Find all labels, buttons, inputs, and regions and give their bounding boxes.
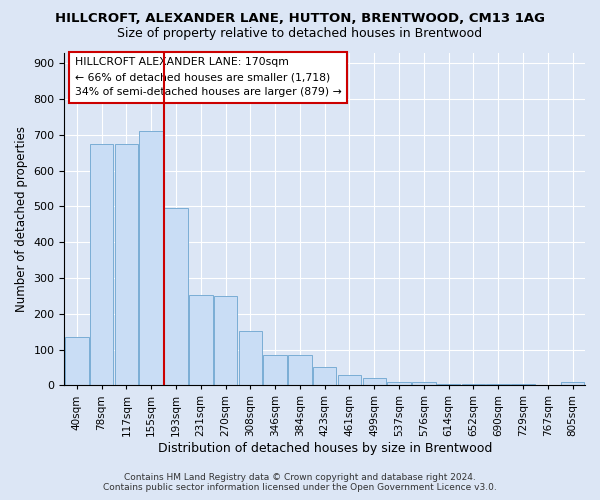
Bar <box>263 355 287 386</box>
Bar <box>362 378 386 386</box>
Bar <box>387 382 411 386</box>
Bar <box>511 384 535 386</box>
Bar <box>288 355 311 386</box>
Bar <box>189 295 212 386</box>
Text: Contains HM Land Registry data © Crown copyright and database right 2024.
Contai: Contains HM Land Registry data © Crown c… <box>103 473 497 492</box>
Bar <box>412 382 436 386</box>
Bar <box>90 144 113 386</box>
Bar <box>536 384 560 386</box>
Bar <box>461 384 485 386</box>
Bar <box>338 376 361 386</box>
Bar <box>139 131 163 386</box>
X-axis label: Distribution of detached houses by size in Brentwood: Distribution of detached houses by size … <box>158 442 492 455</box>
Y-axis label: Number of detached properties: Number of detached properties <box>15 126 28 312</box>
Bar <box>65 337 89 386</box>
Text: Size of property relative to detached houses in Brentwood: Size of property relative to detached ho… <box>118 28 482 40</box>
Text: HILLCROFT ALEXANDER LANE: 170sqm
← 66% of detached houses are smaller (1,718)
34: HILLCROFT ALEXANDER LANE: 170sqm ← 66% o… <box>75 58 341 97</box>
Bar <box>561 382 584 386</box>
Bar <box>214 296 238 386</box>
Bar <box>437 384 460 386</box>
Bar <box>115 144 138 386</box>
Bar <box>313 368 337 386</box>
Bar <box>239 330 262 386</box>
Bar <box>164 208 188 386</box>
Bar <box>487 384 510 386</box>
Text: HILLCROFT, ALEXANDER LANE, HUTTON, BRENTWOOD, CM13 1AG: HILLCROFT, ALEXANDER LANE, HUTTON, BRENT… <box>55 12 545 26</box>
